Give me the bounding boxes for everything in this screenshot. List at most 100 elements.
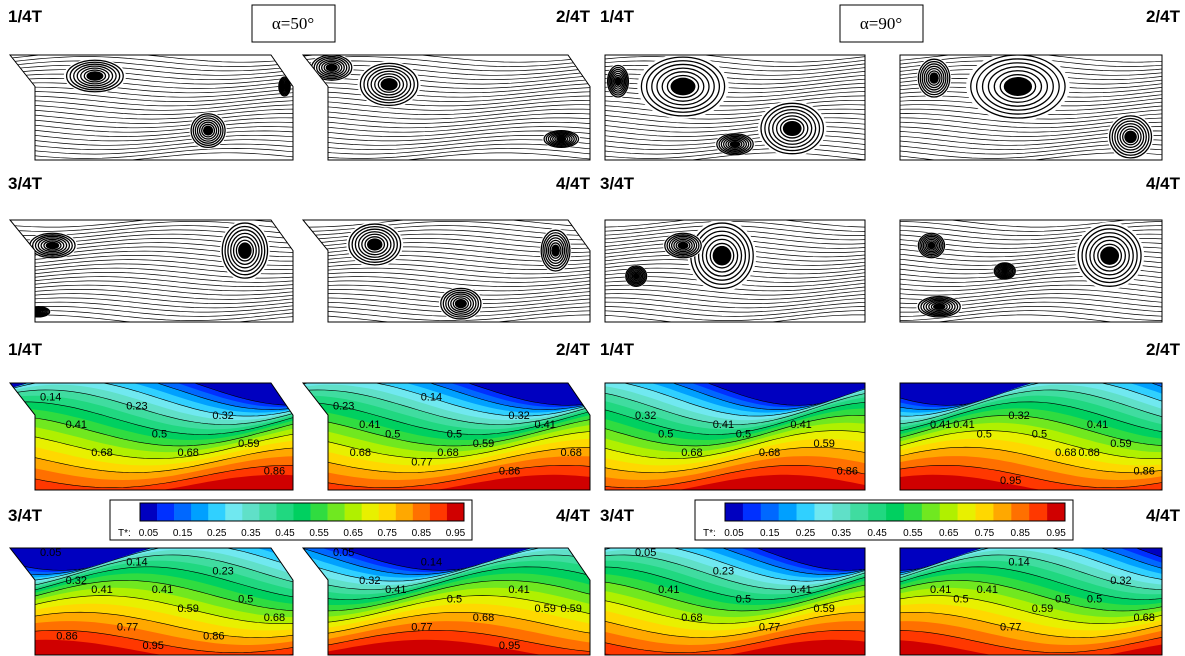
contour-label: 0.68 bbox=[473, 612, 494, 624]
contour-label: 0.59 bbox=[178, 603, 199, 615]
contour-label: 0.23 bbox=[212, 566, 233, 578]
streamline-panel bbox=[10, 217, 293, 325]
contour-label: 0.59 bbox=[473, 438, 494, 450]
contour-label: 0.68 bbox=[437, 447, 458, 459]
colorbar-cell bbox=[832, 503, 850, 521]
colorbar-cell bbox=[328, 503, 345, 521]
vortex-core bbox=[671, 78, 696, 96]
colorbar-cell bbox=[276, 503, 293, 521]
colorbar-tick-label: 0.35 bbox=[241, 528, 261, 539]
contour-label: 0.41 bbox=[359, 419, 380, 431]
colorbar-tick-label: 0.95 bbox=[446, 528, 466, 539]
contour-label: 0.68 bbox=[91, 447, 112, 459]
colorbar-tick-label: 0.95 bbox=[1046, 528, 1066, 539]
contour-label: 0.5 bbox=[385, 429, 400, 441]
colorbar-tick-label: 0.15 bbox=[760, 528, 780, 539]
contour-label: 0.41 bbox=[953, 419, 974, 431]
colorbar-cell bbox=[850, 503, 868, 521]
contour-label: 0.86 bbox=[1134, 466, 1155, 478]
contour-label: 0.68 bbox=[178, 447, 199, 459]
colorbar-cell bbox=[1011, 503, 1029, 521]
figure: α=50° α=90° 1/4T2/4T3/4T4/4T1/4T2/4T0.14… bbox=[0, 0, 1185, 656]
panel-label: 3/4T bbox=[600, 174, 635, 193]
contour-label: 0.68 bbox=[1134, 612, 1155, 624]
colorbar-cell bbox=[430, 503, 447, 521]
colorbar-cell bbox=[814, 503, 832, 521]
contour-label: 0.95 bbox=[1000, 475, 1021, 487]
streamline-panel bbox=[10, 52, 293, 163]
contour-label: 0.5 bbox=[447, 594, 462, 606]
colorbar-tick-label: 0.65 bbox=[343, 528, 363, 539]
contour-label: 0.59 bbox=[814, 438, 835, 450]
contour-label: 0.32 bbox=[66, 575, 87, 587]
streamline-panel bbox=[605, 52, 865, 163]
contour-label: 0.95 bbox=[143, 640, 164, 652]
contour-label: 0.77 bbox=[759, 621, 780, 633]
colorbar-tick-label: 0.75 bbox=[378, 528, 398, 539]
colorbar-tick-label: 0.45 bbox=[275, 528, 295, 539]
panel-label: 2/4T bbox=[1146, 7, 1181, 26]
colorbar-cell bbox=[779, 503, 797, 521]
colorbar-prefix: T*: bbox=[118, 528, 131, 539]
streamline-panel bbox=[605, 217, 865, 325]
panel-label: 3/4T bbox=[600, 506, 635, 525]
colorbar-tick-label: 0.05 bbox=[724, 528, 744, 539]
colorbar-cell bbox=[940, 503, 958, 521]
colorbar-tick-label: 0.35 bbox=[832, 528, 852, 539]
colorbar-cell bbox=[1047, 503, 1065, 521]
contour-label: 0.59 bbox=[535, 603, 556, 615]
contour-label: 0.41 bbox=[508, 584, 529, 596]
vortex-core bbox=[367, 238, 382, 250]
colorbar-tick-label: 0.25 bbox=[207, 528, 227, 539]
contour-label: 0.41 bbox=[658, 584, 679, 596]
contour-label: 0.59 bbox=[238, 438, 259, 450]
contour-label: 0.5 bbox=[1055, 594, 1070, 606]
colorbar-cell bbox=[976, 503, 994, 521]
vortex-core bbox=[326, 64, 338, 72]
contour-label: 0.68 bbox=[1078, 447, 1099, 459]
contour-label: 0.41 bbox=[713, 419, 734, 431]
colorbar-cell bbox=[725, 503, 743, 521]
colorbar-tick-label: 0.85 bbox=[1011, 528, 1031, 539]
contour-label: 0.68 bbox=[681, 447, 702, 459]
panel-label: 4/4T bbox=[556, 174, 591, 193]
contour-label: 0.23 bbox=[126, 401, 147, 413]
vortex-core bbox=[1100, 247, 1119, 265]
panel-label: 2/4T bbox=[1146, 340, 1181, 359]
vortex-core bbox=[1002, 269, 1008, 274]
vortex-core bbox=[1124, 131, 1137, 144]
vortex-core bbox=[1004, 77, 1032, 96]
colorbar-tick-label: 0.85 bbox=[412, 528, 432, 539]
contour-label: 0.68 bbox=[759, 447, 780, 459]
colorbar-cell bbox=[174, 503, 191, 521]
colorbar-cell bbox=[922, 503, 940, 521]
contour-label: 0.86 bbox=[203, 631, 224, 643]
contour-label: 0.05 bbox=[40, 547, 61, 559]
contour-label: 0.59 bbox=[561, 603, 582, 615]
colorbar-cell bbox=[242, 503, 259, 521]
colorbar-tick-label: 0.25 bbox=[796, 528, 816, 539]
contour-label: 0.77 bbox=[411, 456, 432, 468]
streamline-panel bbox=[303, 217, 590, 325]
contour-label: 0.59 bbox=[1110, 438, 1131, 450]
contour-label: 0.41 bbox=[66, 419, 87, 431]
colorbar-prefix: T*: bbox=[703, 528, 716, 539]
colorbar-cell bbox=[293, 503, 310, 521]
contour-label: 0.41 bbox=[91, 584, 112, 596]
colorbar-cell bbox=[868, 503, 886, 521]
contour-label: 0.14 bbox=[421, 391, 442, 403]
vortex-core bbox=[556, 136, 566, 141]
contour-label: 0.5 bbox=[977, 429, 992, 441]
contour-label: 0.68 bbox=[1055, 447, 1076, 459]
panel-label: 4/4T bbox=[556, 506, 591, 525]
panel-label: 1/4T bbox=[8, 7, 43, 26]
panel-label: 1/4T bbox=[600, 7, 635, 26]
colorbar-cell bbox=[958, 503, 976, 521]
contour-label: 0.5 bbox=[1087, 594, 1102, 606]
colorbar-tick-label: 0.55 bbox=[903, 528, 923, 539]
vortex-core bbox=[783, 121, 802, 136]
colorbar-cell bbox=[413, 503, 430, 521]
vortex-core bbox=[933, 304, 946, 310]
colorbar-cell bbox=[743, 503, 761, 521]
vortex-core bbox=[615, 77, 621, 86]
